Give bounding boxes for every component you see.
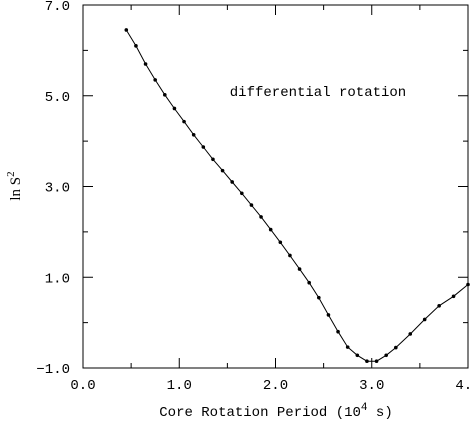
data-point: [230, 180, 234, 184]
x-tick-label: 3.0: [359, 378, 384, 394]
data-point: [134, 44, 138, 48]
y-tick-label: 5.0: [45, 90, 70, 106]
data-point: [124, 28, 129, 32]
data-point: [268, 227, 273, 232]
y-tick-label: 1.0: [45, 271, 70, 287]
data-point: [317, 295, 321, 300]
data-point: [451, 294, 456, 299]
data-point: [336, 329, 340, 334]
data-point: [374, 359, 379, 363]
data-point: [153, 78, 157, 82]
y-axis-title: ln S2: [5, 171, 24, 200]
data-point: [288, 253, 292, 258]
axis-ticks: [82, 4, 469, 369]
data-point: [307, 280, 311, 285]
y-tick-label: 3.0: [45, 181, 70, 197]
x-tick-label: 1.0: [167, 378, 192, 394]
data-point: [345, 345, 350, 349]
data-point: [365, 359, 369, 363]
data-point: [422, 317, 427, 322]
data-point: [297, 267, 302, 271]
x-tick-label: 4.0: [455, 378, 473, 394]
x-tick-label: 2.0: [263, 378, 288, 394]
data-point: [201, 145, 206, 149]
y-tick-label: 7.0: [45, 0, 70, 15]
data-point: [143, 62, 148, 66]
data-point: [211, 157, 215, 162]
data-point: [240, 191, 244, 196]
data-point: [394, 345, 398, 350]
y-axis-title-exponent: 2: [5, 171, 17, 177]
series-line: [125, 29, 469, 362]
x-axis-title-exponent: 4: [361, 402, 368, 414]
tick-labels: 0.0 1.0 2.0 3.0 4.0 −1.0 1.0 3.0 5.0 7.0: [36, 0, 473, 394]
data-point: [172, 106, 177, 111]
data-point: [259, 215, 263, 219]
x-tick-label: 0.0: [70, 378, 95, 394]
data-point: [326, 313, 331, 317]
data-point: [437, 304, 441, 308]
data-point: [220, 168, 225, 173]
data-point: [384, 353, 388, 358]
data-point: [191, 132, 196, 137]
annotation-label: differential rotation: [230, 85, 406, 101]
data-point: [408, 332, 413, 336]
data-point: [355, 353, 360, 358]
plot-frame: [82, 4, 469, 369]
data-point: [249, 203, 254, 207]
data-series: [124, 28, 470, 363]
data-point: [163, 93, 167, 97]
y-tick-label: −1.0: [36, 362, 70, 378]
data-point: [278, 240, 283, 245]
data-point: [182, 119, 186, 124]
x-axis-title: Core Rotation Period (104 s): [159, 402, 392, 421]
data-point: [466, 282, 470, 287]
